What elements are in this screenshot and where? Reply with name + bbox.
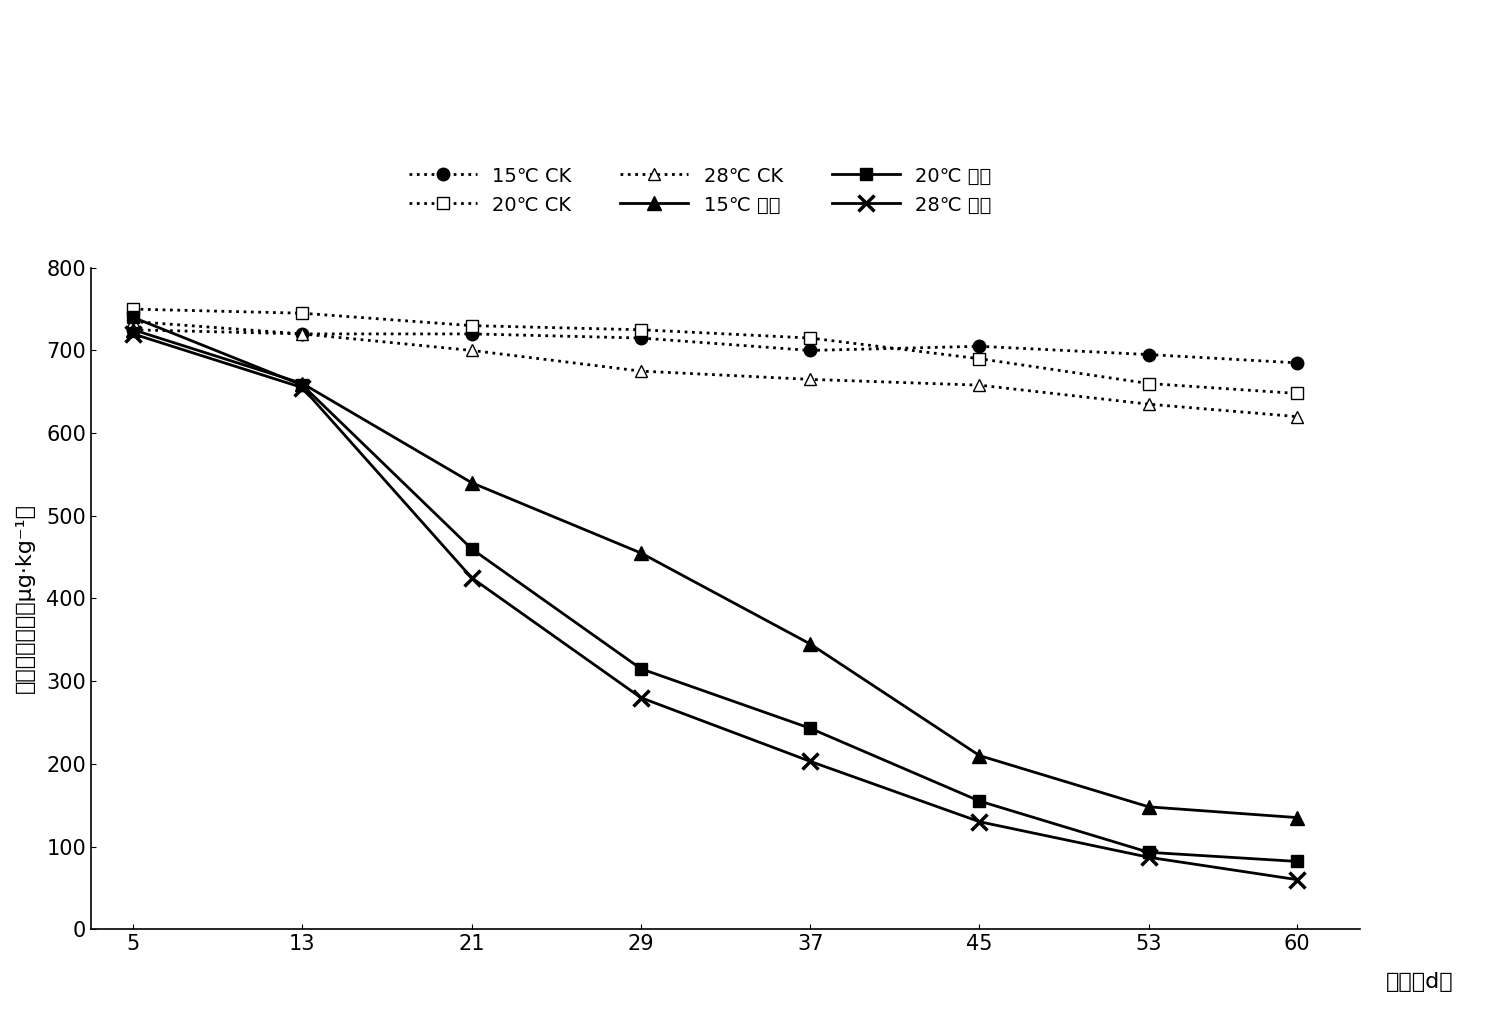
15℃ 处理 [124,324,142,336]
20℃ CK [1140,378,1158,390]
28℃ 处理 [124,328,142,340]
28℃ CK [462,344,480,356]
15℃ 处理 [631,547,649,559]
Line: 20℃ 处理: 20℃ 处理 [127,312,1303,868]
20℃ 处理 [1288,856,1306,868]
20℃ CK [462,320,480,332]
28℃ 处理 [631,691,649,703]
Line: 28℃ CK: 28℃ CK [127,316,1303,423]
20℃ CK [1288,388,1306,400]
28℃ 处理 [1140,852,1158,864]
20℃ CK [802,332,820,344]
15℃ CK [462,328,480,340]
28℃ 处理 [1288,874,1306,886]
20℃ CK [631,324,649,336]
15℃ CK [1288,356,1306,368]
15℃ 处理 [802,637,820,650]
20℃ CK [971,352,989,364]
Line: 28℃ 处理: 28℃ 处理 [124,326,1305,888]
20℃ CK [293,308,311,320]
Line: 15℃ CK: 15℃ CK [127,324,1303,369]
28℃ CK [971,379,989,391]
15℃ 处理 [293,378,311,390]
15℃ CK [631,332,649,344]
28℃ CK [293,328,311,340]
15℃ CK [293,328,311,340]
15℃ 处理 [462,477,480,489]
20℃ 处理 [631,663,649,675]
28℃ 处理 [462,571,480,584]
20℃ 处理 [802,723,820,735]
Line: 20℃ CK: 20℃ CK [127,302,1303,400]
Line: 15℃ 处理: 15℃ 处理 [126,323,1303,824]
15℃ CK [971,340,989,352]
20℃ 处理 [462,543,480,555]
28℃ 处理 [293,382,311,394]
28℃ CK [1288,410,1306,422]
15℃ 处理 [1288,811,1306,823]
Legend: 15℃ CK, 20℃ CK, 28℃ CK, 15℃ 处理, 20℃ 处理, 28℃ 处理: 15℃ CK, 20℃ CK, 28℃ CK, 15℃ 处理, 20℃ 处理, … [401,158,999,222]
Y-axis label: 异噪草酮浓度（μg·kg⁻¹）: 异噪草酮浓度（μg·kg⁻¹） [15,503,34,693]
28℃ 处理 [802,755,820,767]
20℃ 处理 [1140,847,1158,859]
28℃ CK [124,316,142,328]
15℃ CK [124,324,142,336]
28℃ CK [1140,398,1158,410]
15℃ CK [802,344,820,356]
28℃ 处理 [971,816,989,828]
15℃ 处理 [1140,801,1158,813]
28℃ CK [802,374,820,386]
15℃ 处理 [971,749,989,761]
20℃ CK [124,303,142,316]
20℃ 处理 [124,312,142,324]
28℃ CK [631,365,649,378]
15℃ CK [1140,348,1158,360]
20℃ 处理 [293,379,311,391]
Text: 时间（d）: 时间（d） [1385,972,1453,993]
20℃ 处理 [971,795,989,807]
